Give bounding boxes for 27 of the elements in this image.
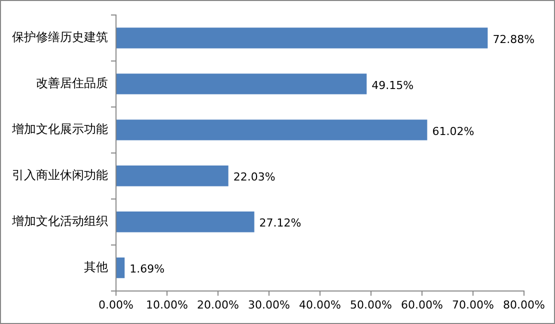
x-tick-label: 20.00% [197,298,239,312]
y-tick-label: 引入商业休闲功能 [12,168,108,182]
y-tick-label: 其他 [84,260,108,274]
x-tick-label: 70.00% [452,298,494,312]
y-tick-label: 增加文化展示功能 [11,122,108,136]
bar [116,120,428,140]
bar [116,74,367,94]
x-tick-label: 60.00% [401,298,443,312]
bar [116,212,254,232]
x-tick-label: 40.00% [299,298,341,312]
y-tick-label: 改善居住品质 [36,76,108,90]
bar [116,257,125,278]
x-tick-label: 0.00% [98,298,134,312]
data-label: 49.15% [372,78,414,92]
data-label: 22.03% [233,170,276,184]
x-tick-label: 80.00% [503,298,545,312]
bar [116,28,488,48]
data-label: 27.12% [259,216,302,230]
x-tick-label: 30.00% [248,298,290,312]
data-label: 72.88% [492,32,535,46]
data-label: 61.02% [432,124,474,138]
bar [116,166,228,186]
x-tick-label: 10.00% [146,298,188,312]
data-label: 1.69% [130,262,165,276]
x-tick-label: 50.00% [350,298,392,312]
y-tick-label: 增加文化活动组织 [11,214,108,228]
y-tick-label: 保护修缮历史建筑 [12,30,108,44]
